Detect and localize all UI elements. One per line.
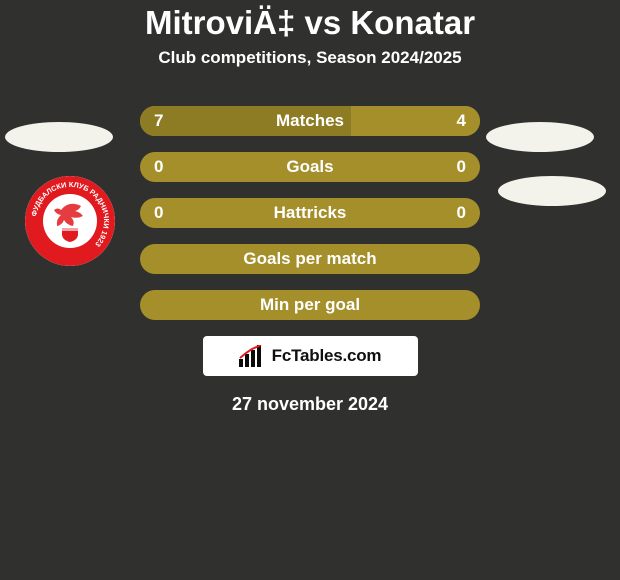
side-pill-right-mid — [498, 176, 606, 206]
stat-label: Matches — [276, 111, 344, 131]
page-subtitle: Club competitions, Season 2024/2025 — [0, 48, 620, 68]
stat-left-value: 0 — [154, 203, 163, 223]
attribution-panel: FcTables.com — [203, 336, 418, 376]
stat-right-value: 0 — [457, 203, 466, 223]
comparison-bars: 7 Matches 4 0 Goals 0 0 Hattricks 0 Goals per mat… — [140, 106, 480, 320]
crest-icon: ФУДБАЛСКИ КЛУБ РАДНИЧКИ 1923 — [25, 176, 115, 266]
snapshot-date: 27 november 2024 — [0, 394, 620, 415]
stat-row: 0 Hattricks 0 — [140, 198, 480, 228]
stat-row: Min per goal — [140, 290, 480, 320]
stat-row: 7 Matches 4 — [140, 106, 480, 136]
attribution-brand: FcTables.com — [272, 346, 382, 366]
side-pill-left-top — [5, 122, 113, 152]
bars-icon — [239, 345, 267, 367]
stat-label: Min per goal — [260, 295, 360, 315]
stat-label: Hattricks — [274, 203, 347, 223]
stat-label: Goals — [286, 157, 333, 177]
club-crest: ФУДБАЛСКИ КЛУБ РАДНИЧКИ 1923 — [25, 176, 115, 266]
stat-left-value: 0 — [154, 157, 163, 177]
stat-right-value: 4 — [457, 111, 466, 131]
stat-right-value: 0 — [457, 157, 466, 177]
stat-label: Goals per match — [243, 249, 376, 269]
stat-left-value: 7 — [154, 111, 163, 131]
side-pill-right-top — [486, 122, 594, 152]
stat-row: 0 Goals 0 — [140, 152, 480, 182]
stat-row: Goals per match — [140, 244, 480, 274]
page-title: MitroviÄ‡ vs Konatar — [0, 0, 620, 42]
